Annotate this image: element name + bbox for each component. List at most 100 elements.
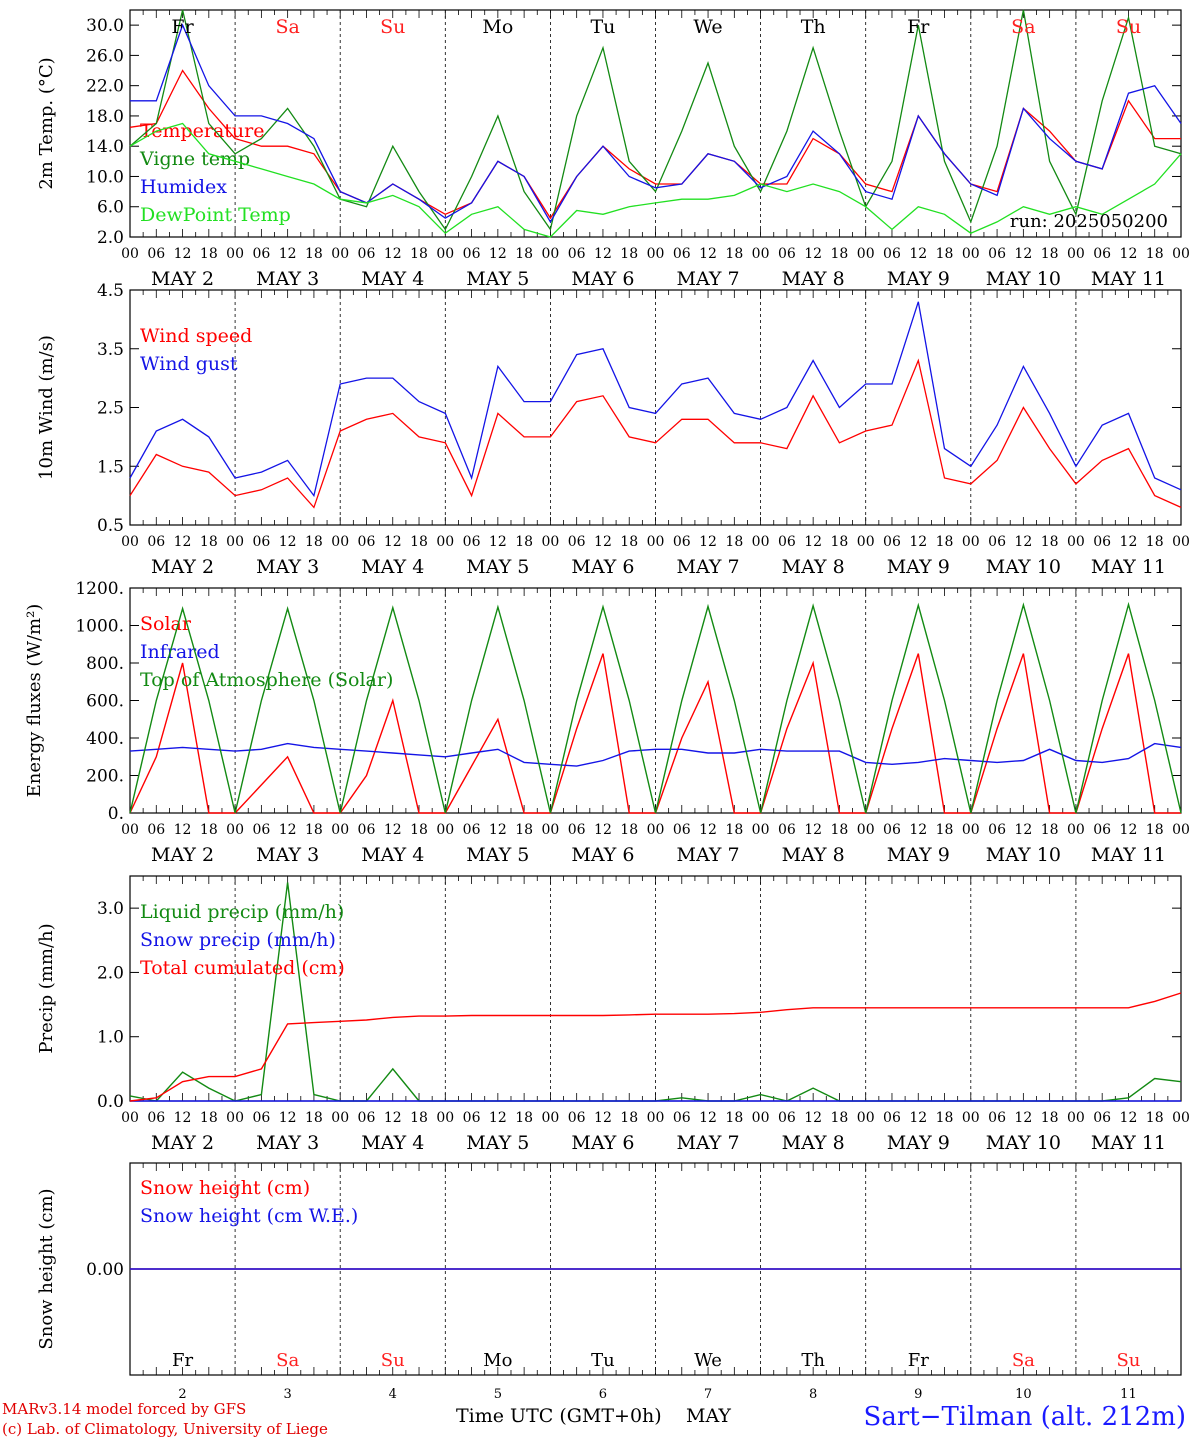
hour-tick-label: 06 [463,1110,481,1126]
hour-tick-label: 12 [279,534,297,550]
hour-tick-label: 18 [305,1110,323,1126]
hour-tick-label: 18 [410,534,428,550]
hour-tick-label: 00 [121,534,139,550]
hour-tick-label: 00 [857,1110,875,1126]
hour-tick-label: 18 [831,1110,849,1126]
y-tick-label: 22.0 [86,77,124,97]
hour-tick-label: 00 [331,534,349,550]
hour-tick-label: 18 [515,822,533,838]
hour-tick-label: 06 [568,534,586,550]
date-label: MAY 6 [571,1132,634,1154]
y-tick-label: 4.5 [97,281,124,301]
date-label: MAY 4 [361,844,424,866]
hour-tick-label: 12 [174,246,192,262]
hour-tick-label: 18 [725,822,743,838]
run-label: run: 2025050200 [1010,211,1168,232]
hour-tick-label: 06 [778,1110,796,1126]
weekday-label: Th [801,1350,825,1371]
y-tick-label: 800. [86,654,124,674]
hour-tick-label: 00 [647,534,665,550]
hour-tick-label: 00 [752,246,770,262]
hour-tick-label: 00 [226,1110,244,1126]
weekday-label: We [694,1350,722,1371]
hour-tick-label: 12 [594,246,612,262]
hour-tick-label: 00 [226,246,244,262]
y-tick-label: 0.0 [97,1092,124,1112]
weekday-label: We [693,16,722,38]
hour-tick-label: 12 [174,1110,192,1126]
date-label: MAY 7 [677,268,740,290]
day-number: 11 [1120,1387,1137,1402]
panel-1: 30.0 26.0 22.0 18.0 14.0 10.0 6.0 2.0 2m Temp. (… [36,9,1190,290]
series-line-total-cumulated-cm- [129,992,1182,1102]
hour-tick-label: 18 [1146,534,1164,550]
hour-tick-label: 12 [1014,534,1032,550]
hour-tick-label: 00 [436,1110,454,1126]
y-tick-label: 3.5 [97,340,124,360]
hour-tick-label: 06 [358,534,376,550]
date-label: MAY 3 [256,268,319,290]
hour-tick-label: 18 [1041,534,1059,550]
hour-tick-label: 12 [489,1110,507,1126]
hour-tick-label: 18 [620,534,638,550]
hour-tick-label: 18 [831,534,849,550]
hour-tick-label: 00 [647,1110,665,1126]
hour-tick-label: 00 [541,822,559,838]
y-tick-label: 1.0 [97,1028,124,1048]
legend-entry: DewPoint Temp [140,204,291,226]
hour-tick-label: 06 [252,246,270,262]
lab-credit: (c) Lab. of Climatology, University of L… [2,1420,328,1438]
hour-tick-label: 06 [883,534,901,550]
hour-tick-label: 18 [936,822,954,838]
hour-tick-label: 00 [962,534,980,550]
date-label: MAY 11 [1091,1132,1166,1154]
hour-tick-label: 12 [1120,246,1138,262]
hour-tick-label: 00 [226,822,244,838]
weekday-label: Mo [483,1350,512,1371]
hour-tick-label: 00 [541,534,559,550]
legend-entry: Humidex [140,176,227,198]
hour-tick-label: 00 [436,822,454,838]
hour-tick-label: 06 [147,1110,165,1126]
hour-tick-label: 06 [1093,822,1111,838]
hour-tick-label: 00 [752,534,770,550]
hour-tick-label: 06 [463,822,481,838]
hour-tick-label: 18 [410,822,428,838]
hour-tick-label: 12 [909,246,927,262]
y-tick-label: 6.0 [97,198,124,218]
y-tick-label: 1.5 [97,457,124,477]
series-line-top-of-atmosphere-solar- [129,601,1182,814]
date-label: MAY 5 [466,1132,529,1154]
hour-tick-label: 06 [1093,534,1111,550]
date-label: MAY 8 [782,268,845,290]
date-label: MAY 2 [151,844,214,866]
legend-entry: Snow height (cm) [140,1177,310,1199]
date-label: MAY 7 [677,844,740,866]
hour-tick-label: 18 [410,246,428,262]
date-label: MAY 9 [887,556,950,578]
hour-tick-label: 12 [909,822,927,838]
hour-tick-label: 12 [384,534,402,550]
plot-frame [129,587,1182,814]
date-label: MAY 8 [782,844,845,866]
weekday-label: Fr [172,1350,193,1371]
panel-4: 3.0 2.0 1.0 0.0 Precip (mm/h) Liquid precip (… [36,875,1190,1154]
hour-tick-label: 06 [147,822,165,838]
date-label: MAY 2 [151,268,214,290]
legend-entry: Vigne temp [139,148,250,170]
hour-tick-label: 18 [515,1110,533,1126]
weekday-label: Mo [482,16,513,38]
day-number: 6 [599,1387,607,1402]
y-tick-label: 2.0 [97,963,124,983]
date-label: MAY 10 [986,844,1061,866]
hour-tick-label: 18 [515,534,533,550]
hour-tick-label: 18 [620,822,638,838]
hour-tick-label: 18 [831,246,849,262]
model-credit: MARv3.14 model forced by GFS [2,1400,247,1418]
weekday-label: Sa [276,1350,299,1371]
day-number: 9 [914,1387,922,1402]
date-label: MAY 6 [571,556,634,578]
hour-tick-label: 06 [1093,246,1111,262]
day-number: 10 [1015,1387,1032,1402]
date-label: MAY 3 [256,844,319,866]
